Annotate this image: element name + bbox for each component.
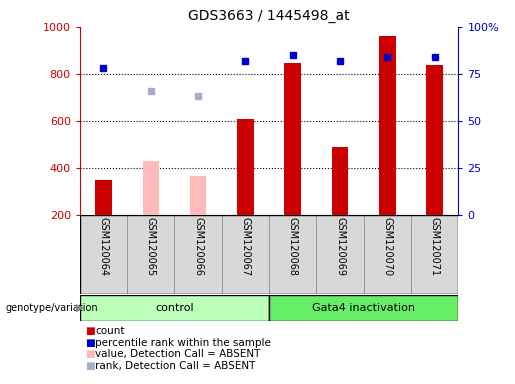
Text: GSM120070: GSM120070 xyxy=(382,217,392,276)
Bar xyxy=(316,215,364,294)
Text: ■: ■ xyxy=(85,326,95,336)
Text: value, Detection Call = ABSENT: value, Detection Call = ABSENT xyxy=(95,349,261,359)
Text: rank, Detection Call = ABSENT: rank, Detection Call = ABSENT xyxy=(95,361,255,371)
Bar xyxy=(379,36,396,215)
Text: GSM120071: GSM120071 xyxy=(430,217,440,276)
Text: genotype/variation: genotype/variation xyxy=(5,303,98,313)
Bar xyxy=(411,215,458,294)
Bar xyxy=(364,215,411,294)
Text: GSM120067: GSM120067 xyxy=(241,217,250,276)
Bar xyxy=(190,176,207,215)
Text: ▶: ▶ xyxy=(76,303,85,313)
Text: GSM120066: GSM120066 xyxy=(193,217,203,276)
Bar xyxy=(222,215,269,294)
Bar xyxy=(143,161,159,215)
Text: control: control xyxy=(155,303,194,313)
Bar xyxy=(269,295,458,321)
Text: ■: ■ xyxy=(85,361,95,371)
Bar xyxy=(127,215,175,294)
Text: count: count xyxy=(95,326,125,336)
Bar xyxy=(175,215,222,294)
Title: GDS3663 / 1445498_at: GDS3663 / 1445498_at xyxy=(188,9,350,23)
Bar xyxy=(426,65,443,215)
Bar xyxy=(80,215,127,294)
Text: Gata4 inactivation: Gata4 inactivation xyxy=(312,303,415,313)
Text: GSM120064: GSM120064 xyxy=(98,217,109,276)
Bar xyxy=(237,119,254,215)
Text: ■: ■ xyxy=(85,349,95,359)
Text: ■: ■ xyxy=(85,338,95,348)
Bar xyxy=(80,295,269,321)
Text: GSM120065: GSM120065 xyxy=(146,217,156,276)
Bar xyxy=(269,215,316,294)
Text: GSM120068: GSM120068 xyxy=(288,217,298,276)
Bar xyxy=(95,180,112,215)
Text: percentile rank within the sample: percentile rank within the sample xyxy=(95,338,271,348)
Bar xyxy=(332,147,348,215)
Bar xyxy=(284,63,301,215)
Text: GSM120069: GSM120069 xyxy=(335,217,345,276)
